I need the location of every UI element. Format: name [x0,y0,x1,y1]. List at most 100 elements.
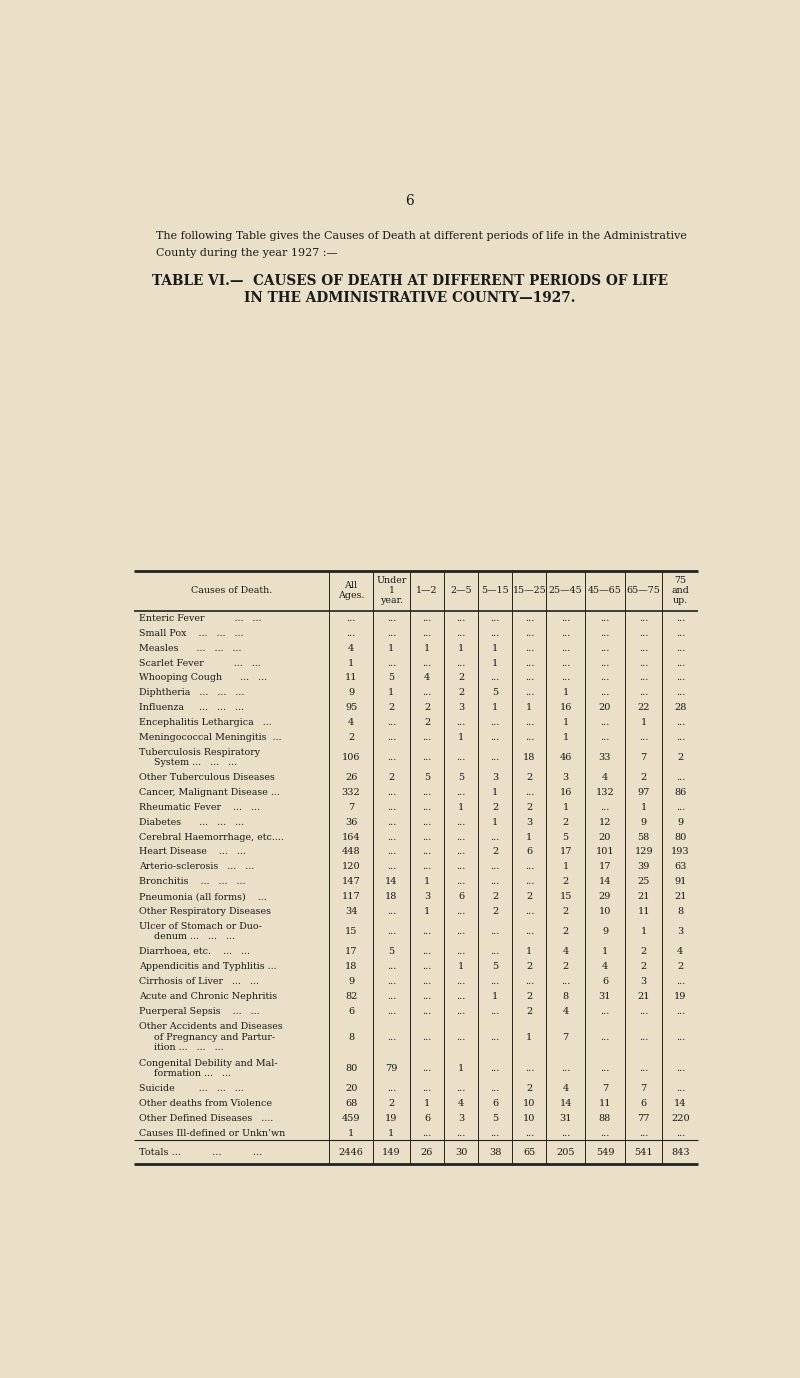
Text: Ulcer of Stomach or Duo-
     denum ...   ...   ...: Ulcer of Stomach or Duo- denum ... ... .… [139,922,262,941]
Text: ...: ... [422,752,432,762]
Text: ...: ... [561,615,570,623]
Text: 2: 2 [388,1098,394,1108]
Text: 7: 7 [348,803,354,812]
Text: ...: ... [525,1064,534,1073]
Text: 1: 1 [492,788,498,796]
Text: 2: 2 [492,892,498,901]
Text: 1: 1 [526,703,533,712]
Text: ...: ... [422,947,432,956]
Text: 10: 10 [523,1113,535,1123]
Text: 14: 14 [559,1098,572,1108]
Text: ...: ... [639,644,649,653]
Text: 16: 16 [559,788,572,796]
Text: ...: ... [457,752,466,762]
Text: 58: 58 [638,832,650,842]
Text: ...: ... [676,615,685,623]
Text: 38: 38 [489,1148,502,1156]
Text: ...: ... [457,628,466,638]
Text: 1: 1 [492,817,498,827]
Text: ...: ... [639,628,649,638]
Text: 21: 21 [674,892,686,901]
Text: ...: ... [457,817,466,827]
Text: ...: ... [490,1006,500,1016]
Text: 18: 18 [345,962,358,971]
Text: ...: ... [600,628,610,638]
Text: ...: ... [422,1006,432,1016]
Text: ...: ... [386,803,396,812]
Text: 25—45: 25—45 [549,587,582,595]
Text: 4: 4 [348,718,354,728]
Text: ...: ... [490,752,500,762]
Text: 2: 2 [492,803,498,812]
Text: Diarrhoea, etc.    ...   ...: Diarrhoea, etc. ... ... [139,947,250,956]
Text: ...: ... [676,1006,685,1016]
Text: 2: 2 [526,773,533,783]
Text: ...: ... [600,1064,610,1073]
Text: ...: ... [422,733,432,741]
Text: ...: ... [676,1064,685,1073]
Text: 2: 2 [526,803,533,812]
Text: Measles      ...   ...   ...: Measles ... ... ... [139,644,242,653]
Text: ...: ... [639,688,649,697]
Text: ...: ... [457,847,466,857]
Text: 1: 1 [492,644,498,653]
Text: ...: ... [386,977,396,985]
Text: 1: 1 [492,703,498,712]
Text: ...: ... [676,659,685,667]
Text: ...: ... [386,832,396,842]
Text: 19: 19 [386,1113,398,1123]
Text: 1: 1 [424,1098,430,1108]
Text: 1: 1 [424,644,430,653]
Text: 1: 1 [388,644,394,653]
Text: Other Defined Diseases   ....: Other Defined Diseases .... [139,1113,274,1123]
Text: ...: ... [639,615,649,623]
Text: ...: ... [525,863,534,871]
Text: 2: 2 [388,773,394,783]
Text: 2: 2 [388,703,394,712]
Text: Acute and Chronic Nephritis: Acute and Chronic Nephritis [139,992,277,1000]
Text: 21: 21 [638,892,650,901]
Text: 14: 14 [598,878,611,886]
Text: ...: ... [600,644,610,653]
Text: 3: 3 [641,977,647,985]
Text: ...: ... [525,878,534,886]
Text: ...: ... [457,907,466,916]
Text: ...: ... [386,628,396,638]
Text: ...: ... [490,1064,500,1073]
Text: 8: 8 [348,1032,354,1042]
Text: ...: ... [561,1129,570,1137]
Text: 97: 97 [638,788,650,796]
Text: 120: 120 [342,863,361,871]
Text: ...: ... [490,947,500,956]
Text: ...: ... [676,628,685,638]
Text: Heart Disease    ...   ...: Heart Disease ... ... [139,847,246,857]
Text: 77: 77 [638,1113,650,1123]
Text: 5: 5 [562,832,569,842]
Text: ...: ... [525,659,534,667]
Text: Encephalitis Lethargica   ...: Encephalitis Lethargica ... [139,718,272,728]
Text: 3: 3 [526,817,533,827]
Text: 2: 2 [641,947,647,956]
Text: 2: 2 [526,892,533,901]
Text: ...: ... [422,788,432,796]
Text: 132: 132 [596,788,614,796]
Text: ...: ... [525,788,534,796]
Text: 549: 549 [596,1148,614,1156]
Text: ...: ... [525,977,534,985]
Text: ...: ... [386,992,396,1000]
Text: 29: 29 [599,892,611,901]
Text: 4: 4 [602,962,608,971]
Text: Totals ...          ...          ...: Totals ... ... ... [139,1148,262,1156]
Text: 843: 843 [671,1148,690,1156]
Text: ...: ... [386,788,396,796]
Text: 2: 2 [562,817,569,827]
Text: 8: 8 [562,992,569,1000]
Text: 6: 6 [641,1098,647,1108]
Text: Causes of Death.: Causes of Death. [191,587,272,595]
Text: 1: 1 [348,659,354,667]
Text: 91: 91 [674,878,686,886]
Text: 332: 332 [342,788,361,796]
Text: Scarlet Fever          ...   ...: Scarlet Fever ... ... [139,659,261,667]
Text: 7: 7 [641,752,647,762]
Text: ...: ... [490,927,500,936]
